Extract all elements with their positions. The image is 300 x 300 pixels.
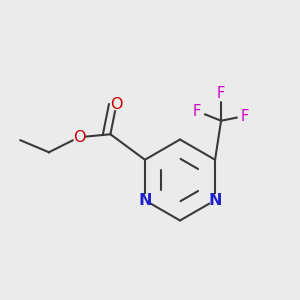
Text: F: F <box>241 109 249 124</box>
Circle shape <box>238 111 249 122</box>
Circle shape <box>111 99 122 110</box>
Circle shape <box>210 195 220 206</box>
Text: N: N <box>208 193 222 208</box>
Circle shape <box>140 195 150 206</box>
Text: N: N <box>138 193 152 208</box>
Text: F: F <box>193 104 201 119</box>
Circle shape <box>193 106 204 117</box>
Circle shape <box>216 90 226 101</box>
Text: F: F <box>217 86 225 101</box>
Circle shape <box>74 132 84 143</box>
Text: O: O <box>110 97 123 112</box>
Text: O: O <box>73 130 85 145</box>
